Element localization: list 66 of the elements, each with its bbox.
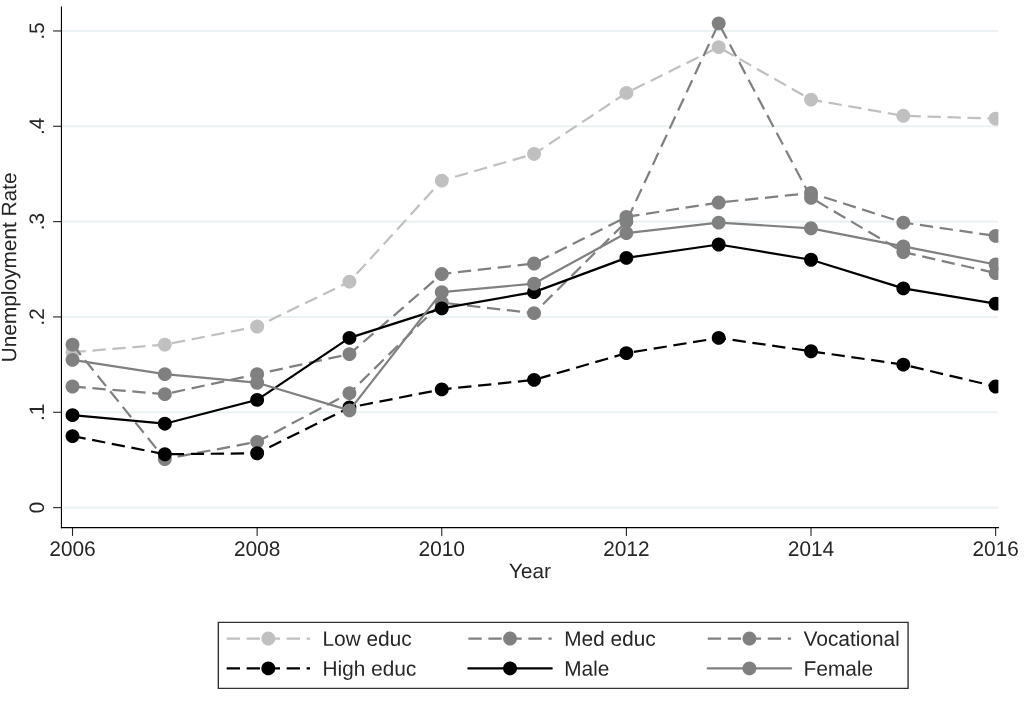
point <box>434 301 449 316</box>
point <box>619 250 634 265</box>
point <box>896 357 911 372</box>
point <box>250 446 265 461</box>
legend-label: High educ <box>324 660 416 680</box>
point <box>711 16 726 31</box>
point <box>804 221 818 236</box>
point <box>65 429 80 444</box>
point <box>434 285 449 300</box>
point <box>804 344 818 359</box>
y-tick-label: .5 <box>29 23 45 38</box>
y-axis-title: Unemployment Rate <box>1 173 21 361</box>
y-tick-label: 0 <box>29 502 45 513</box>
x-tick-label: 2006 <box>50 541 95 557</box>
point <box>157 337 172 352</box>
x-tick-label: 2008 <box>235 541 280 557</box>
point <box>619 85 634 100</box>
point <box>157 387 172 402</box>
point <box>434 173 449 188</box>
point <box>527 306 542 321</box>
point <box>711 215 726 230</box>
x-tick-label: 2010 <box>419 541 465 557</box>
legend-label: Male <box>565 660 609 676</box>
point <box>711 237 726 252</box>
x-axis-title: Year <box>509 563 551 579</box>
point <box>250 319 265 334</box>
x-tick-label: 2014 <box>788 541 834 557</box>
point <box>896 108 911 123</box>
point <box>342 330 357 345</box>
point <box>619 346 634 361</box>
legend-label: Med educ <box>565 630 656 647</box>
point <box>342 274 357 289</box>
legend-label: Low educ <box>324 630 412 647</box>
point <box>157 447 172 462</box>
point <box>342 347 357 362</box>
point <box>157 367 172 382</box>
point <box>711 330 726 345</box>
point <box>527 256 542 271</box>
legend-label: Female <box>805 660 873 676</box>
point <box>896 215 911 230</box>
y-tick-label: .3 <box>29 213 45 229</box>
point <box>896 281 911 296</box>
point <box>65 408 80 423</box>
point <box>65 337 80 352</box>
point <box>157 416 172 431</box>
point <box>527 372 542 387</box>
y-tick-label: .1 <box>29 404 44 420</box>
point <box>619 226 634 240</box>
point <box>250 434 265 449</box>
point <box>527 146 542 161</box>
point <box>342 386 357 401</box>
point <box>527 276 542 291</box>
x-tick-label: 2012 <box>604 541 649 557</box>
point <box>65 379 80 394</box>
legend-label: Vocational <box>803 630 899 647</box>
point <box>804 252 818 267</box>
point <box>434 382 449 397</box>
point <box>65 352 80 367</box>
y-tick-label: .2 <box>29 309 44 324</box>
point <box>711 195 726 210</box>
point <box>711 40 726 55</box>
point <box>434 267 449 281</box>
point <box>250 392 265 407</box>
point <box>804 92 818 107</box>
y-tick-label: .4 <box>29 118 44 134</box>
x-tick-label: 2016 <box>973 541 1018 557</box>
